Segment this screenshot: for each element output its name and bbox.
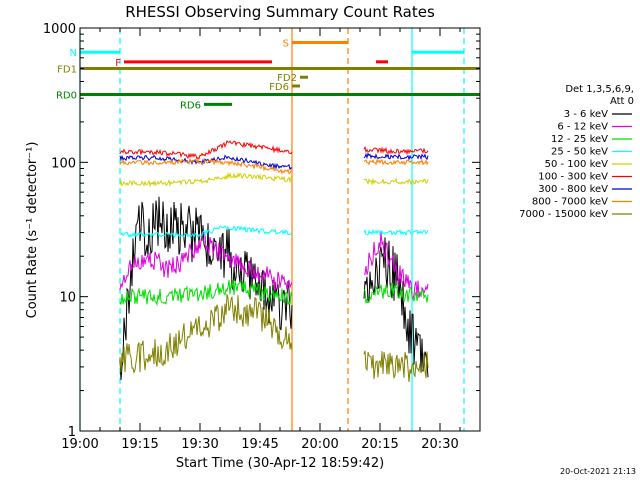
- flag-label: F: [115, 58, 121, 69]
- flag-label: FD2: [277, 73, 297, 84]
- legend-header: Att 0: [610, 96, 634, 107]
- y-axis-label: Count Rate (s⁻¹ detector⁻¹): [25, 142, 40, 319]
- y-tick-label: 100: [51, 156, 76, 171]
- legend-entry: 800 - 7000 keV: [532, 197, 608, 208]
- series-line: [119, 196, 429, 380]
- flag-label: S: [283, 38, 289, 49]
- series-line: [119, 158, 429, 175]
- series-lines: [119, 140, 429, 382]
- legend-entry: 100 - 300 keV: [538, 172, 608, 183]
- legend-entry: 12 - 25 keV: [551, 134, 608, 145]
- legend-entry: 3 - 6 keV: [564, 109, 608, 120]
- series-line: [119, 225, 429, 239]
- legend-entry: 50 - 100 keV: [545, 159, 609, 170]
- x-tick-label: 20:30: [421, 437, 458, 452]
- series-line: [119, 152, 429, 171]
- legend-entry: 300 - 800 keV: [538, 184, 608, 195]
- x-tick-label: 19:45: [241, 437, 278, 452]
- series-line: [119, 140, 429, 160]
- chart-title: RHESSI Observing Summary Count Rates: [125, 3, 435, 21]
- y-tick-label: 1: [68, 425, 76, 440]
- flag-label: RD6: [180, 100, 201, 111]
- legend-entry: 6 - 12 keV: [557, 122, 608, 133]
- flag-label: FD1: [57, 64, 77, 75]
- y-tick-label: 1000: [43, 22, 76, 37]
- x-axis-label: Start Time (30-Apr-12 18:59:42): [176, 456, 384, 471]
- x-tick-label: 20:00: [301, 437, 338, 452]
- timestamp: 20-Oct-2021 21:13: [560, 467, 636, 476]
- series-line: [119, 231, 429, 301]
- flag-label: N: [70, 48, 77, 59]
- x-tick-label: 19:00: [61, 437, 98, 452]
- legend-header: Det 1,3,5,6,9,: [565, 84, 634, 95]
- legend-entry: 25 - 50 keV: [551, 147, 608, 158]
- flag-label: RD0: [56, 90, 77, 101]
- series-line: [119, 279, 429, 307]
- y-axis: 1 10 100 1000: [43, 22, 480, 440]
- flag-label: FD6: [269, 82, 289, 93]
- x-tick-label: 19:15: [121, 437, 158, 452]
- y-tick-label: 10: [59, 291, 76, 306]
- x-axis: 19:00 19:15 19:30 19:45 20:00 20:15 20:30: [61, 28, 481, 452]
- x-tick-label: 20:15: [361, 437, 398, 452]
- x-tick-label: 19:30: [181, 437, 218, 452]
- legend: Det 1,3,5,6,9,Att 03 - 6 keV 6 - 12 keV12…: [519, 84, 634, 220]
- legend-entry: 7000 - 15000 keV: [519, 209, 608, 220]
- series-line: [119, 294, 429, 382]
- series-line: [119, 171, 429, 188]
